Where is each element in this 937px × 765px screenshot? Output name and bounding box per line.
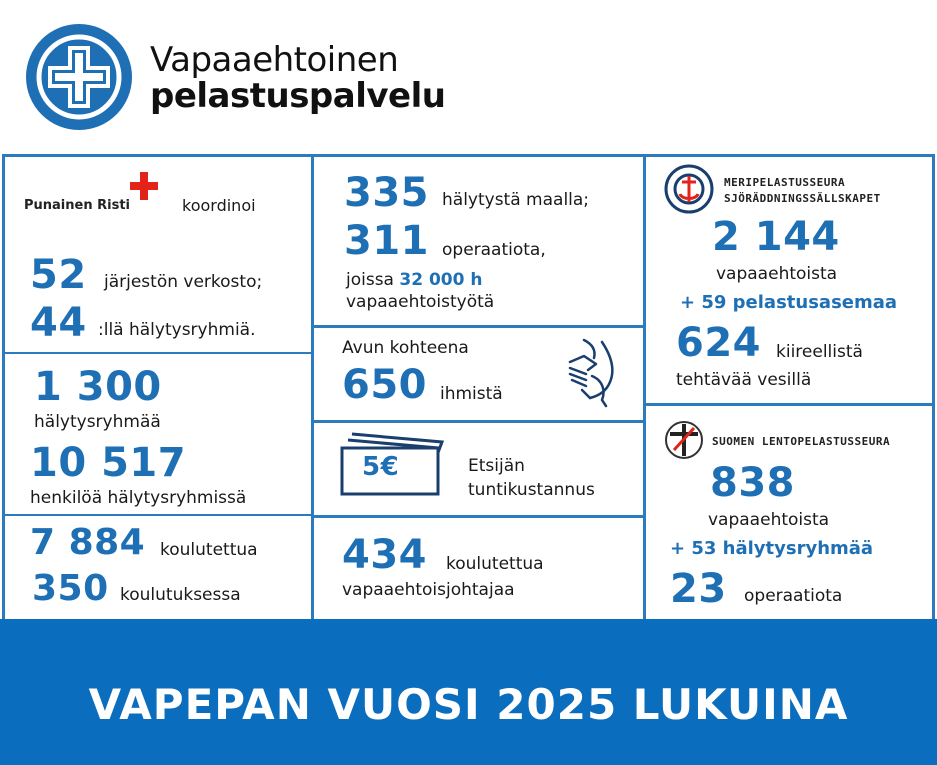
air-n2: 23	[670, 566, 727, 612]
col1-n4: 10 517	[30, 440, 187, 486]
col2-n2-sub-post: vapaaehtoistyötä	[346, 292, 495, 312]
air-n1: 838	[710, 460, 795, 506]
col1-n3: 1 300	[34, 364, 162, 410]
logo-line-1: Vapaaehtoinen	[150, 40, 399, 80]
grid-col-divider-1	[311, 154, 314, 620]
col1-n1: 52	[30, 252, 87, 298]
col2-n2-sub: joissa 32 000 h	[346, 270, 482, 290]
air-n2-text: operaatiota	[744, 586, 843, 606]
logo-line-2: pelastuspalvelu	[150, 76, 446, 116]
grid-col3-row-1	[643, 403, 935, 406]
grid-col2-row-1	[311, 325, 645, 328]
grid-col2-row-3	[311, 515, 645, 518]
banknotes-icon	[338, 428, 450, 498]
sea-n2-sub: tehtävää vesillä	[676, 370, 812, 390]
sea-stations: + 59 pelastusasemaa	[680, 292, 898, 313]
air-n1-text: vapaaehtoista	[708, 510, 830, 530]
air-org-name: SUOMEN LENTOPELASTUSSEURA	[712, 435, 891, 448]
col1-n3-text: hälytysryhmää	[34, 412, 161, 432]
red-cross-icon	[130, 172, 158, 200]
grid-col2-row-2	[311, 420, 645, 423]
grid-col1-row-1	[2, 352, 313, 354]
sea-org-line-1: MERIPELASTUSSEURA	[724, 176, 846, 189]
col1-n6: 350	[32, 568, 109, 609]
col2-n2-text: operaatiota,	[442, 240, 546, 260]
sea-n1-text: vapaaehtoista	[716, 264, 838, 284]
col1-n2-text: :llä hälytysryhmiä.	[98, 320, 256, 340]
helping-hands-icon	[562, 334, 622, 410]
grid-left-line	[2, 154, 5, 620]
col2-n1: 335	[344, 170, 429, 216]
grid-col-divider-2	[643, 154, 646, 620]
air-rescue-emblem-icon	[664, 420, 704, 460]
col1-n4-text: henkilöä hälytysryhmissä	[30, 488, 247, 508]
col1-n5: 7 884	[30, 522, 146, 563]
col1-n2: 44	[30, 300, 87, 346]
col2-n3-sub: vapaaehtoisjohtajaa	[342, 580, 515, 600]
col2-n2-sub-pre: joissa	[346, 270, 394, 290]
col2-n3: 434	[342, 532, 427, 578]
lifebuoy-anchor-icon	[664, 164, 714, 214]
sea-org-line-2: SJÖRÄDDNINGSSÄLLSKAPET	[724, 192, 881, 205]
col2-n1-text: hälytystä maalla;	[442, 190, 590, 210]
col1-n1-text: järjestön verkosto;	[104, 272, 263, 292]
help-text: ihmistä	[440, 384, 503, 404]
col2-n3-text: koulutettua	[446, 554, 544, 574]
footer-title: VAPEPAN VUOSI 2025 LUKUINA	[88, 679, 849, 729]
coordinates-label: koordinoi	[182, 196, 256, 215]
sea-n1: 2 144	[712, 214, 840, 260]
red-cross-name: Punainen Risti	[24, 198, 130, 213]
sea-n2-text: kiireellistä	[776, 342, 863, 362]
help-number: 650	[342, 362, 427, 408]
col2-n2: 311	[344, 218, 429, 264]
footer-banner: VAPEPAN VUOSI 2025 LUKUINA	[0, 619, 937, 765]
help-label: Avun kohteena	[342, 338, 469, 358]
grid-right-line	[932, 154, 935, 620]
sea-n2: 624	[676, 320, 761, 366]
cost-line-2: tuntikustannus	[468, 480, 595, 500]
grid-top-line	[2, 154, 935, 157]
white-cross-in-blue-circle-icon	[26, 24, 132, 130]
col1-n5-text: koulutettua	[160, 540, 258, 560]
grid-col1-row-2	[2, 514, 313, 516]
col2-n2-sub-num: 32 000 h	[399, 270, 483, 290]
col1-n6-text: koulutuksessa	[120, 585, 241, 605]
money-badge: 5€	[362, 452, 400, 482]
cost-line-1: Etsijän	[468, 456, 525, 476]
vapepa-logo	[24, 22, 134, 132]
air-groups: + 53 hälytysryhmää	[670, 538, 874, 559]
